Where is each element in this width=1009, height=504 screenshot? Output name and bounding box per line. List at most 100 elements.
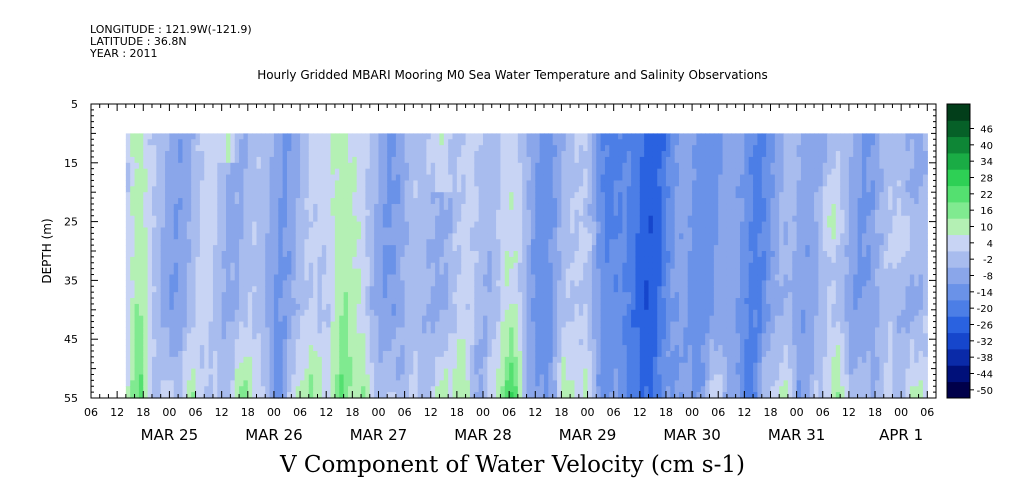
heatmap-cell [526, 203, 532, 211]
heatmap-cell [395, 192, 401, 199]
heatmap-cell [308, 315, 314, 323]
heatmap-cell [256, 350, 262, 358]
heatmap-cell [143, 227, 149, 234]
heatmap-cell [326, 198, 332, 205]
heatmap-cell [417, 233, 423, 240]
heatmap-cell [435, 186, 441, 193]
heatmap-cell [317, 180, 323, 187]
heatmap-cell [143, 198, 149, 205]
heatmap-cell [452, 174, 458, 182]
heatmap-cell [204, 321, 210, 329]
heatmap-cell [138, 392, 144, 399]
heatmap-cell [130, 198, 136, 205]
heatmap-cell [226, 392, 231, 399]
heatmap-cell [356, 356, 362, 364]
heatmap-cell [208, 139, 214, 146]
heatmap-cell [239, 192, 245, 199]
heatmap-cell [138, 192, 144, 199]
heatmap-cell [548, 333, 554, 340]
heatmap-cell [452, 350, 458, 358]
heatmap-cell [208, 345, 214, 352]
heatmap-cell [178, 180, 184, 187]
heatmap-cell [313, 221, 319, 229]
heatmap-cell [509, 186, 515, 193]
heatmap-cell [204, 392, 210, 399]
heatmap-cell [339, 180, 345, 187]
heatmap-cell [282, 274, 288, 281]
heatmap-cell [535, 268, 541, 276]
heatmap-cell [500, 386, 506, 393]
heatmap-cell [182, 221, 188, 229]
heatmap-cell [130, 162, 136, 170]
heatmap-cell [343, 268, 349, 276]
heatmap-cell [239, 298, 245, 305]
heatmap-cell [265, 374, 271, 381]
heatmap-cell [578, 256, 584, 264]
heatmap-cell [604, 374, 610, 381]
heatmap-cell [570, 374, 576, 381]
heatmap-cell [195, 198, 201, 205]
heatmap-cell [173, 321, 179, 329]
heatmap-cell [256, 221, 262, 229]
heatmap-cell [173, 156, 179, 164]
heatmap-cell [313, 368, 319, 376]
heatmap-cell [491, 145, 497, 152]
heatmap-cell [247, 145, 253, 152]
heatmap-cell [487, 303, 493, 311]
heatmap-cell [465, 233, 471, 240]
heatmap-cell [408, 280, 414, 287]
heatmap-cell [574, 380, 580, 387]
heatmap-cell [408, 303, 414, 311]
heatmap-cell [443, 362, 449, 370]
heatmap-cell [260, 339, 266, 346]
heatmap-cell [278, 233, 284, 240]
heatmap-cell [443, 192, 449, 199]
heatmap-cell [426, 174, 432, 182]
heatmap-cell [583, 345, 589, 352]
heatmap-cell [282, 268, 288, 276]
heatmap-cell [317, 392, 323, 399]
heatmap-cell [160, 221, 166, 229]
heatmap-cell [352, 192, 358, 199]
heatmap-cell [330, 356, 336, 364]
heatmap-cell [269, 186, 275, 193]
heatmap-cell [239, 162, 245, 170]
heatmap-cell [483, 221, 488, 229]
heatmap-cell [278, 327, 284, 334]
heatmap-cell [230, 368, 236, 376]
heatmap-cell [443, 262, 449, 270]
heatmap-cell [226, 233, 231, 240]
heatmap-cell [239, 209, 245, 217]
heatmap-cell [552, 315, 558, 323]
heatmap-cell [448, 162, 454, 170]
heatmap-cell [300, 151, 306, 158]
heatmap-cell [452, 292, 458, 299]
heatmap-cell [178, 309, 184, 317]
heatmap-cell [374, 145, 380, 152]
heatmap-cell [234, 380, 240, 387]
heatmap-cell [483, 245, 488, 252]
heatmap-cell [387, 292, 393, 299]
heatmap-cell [147, 292, 153, 299]
heatmap-cell [191, 151, 197, 158]
heatmap-cell [252, 174, 258, 182]
heatmap-cell [212, 380, 218, 387]
heatmap-cell [474, 133, 480, 140]
heatmap-cell [191, 139, 197, 146]
heatmap-cell [552, 286, 558, 293]
heatmap-cell [400, 303, 406, 311]
heatmap-cell [221, 339, 227, 346]
heatmap-cell [417, 192, 423, 199]
heatmap-cell [574, 198, 580, 205]
heatmap-cell [509, 309, 515, 317]
heatmap-cell [604, 280, 610, 287]
heatmap-cell [417, 333, 423, 340]
heatmap-cell [173, 239, 179, 246]
heatmap-cell [478, 362, 484, 370]
heatmap-cell [282, 327, 288, 334]
heatmap-cell [186, 274, 192, 281]
heatmap-cell [543, 233, 549, 240]
heatmap-cell [443, 215, 449, 223]
heatmap-cell [535, 356, 541, 364]
heatmap-cell [138, 309, 144, 317]
